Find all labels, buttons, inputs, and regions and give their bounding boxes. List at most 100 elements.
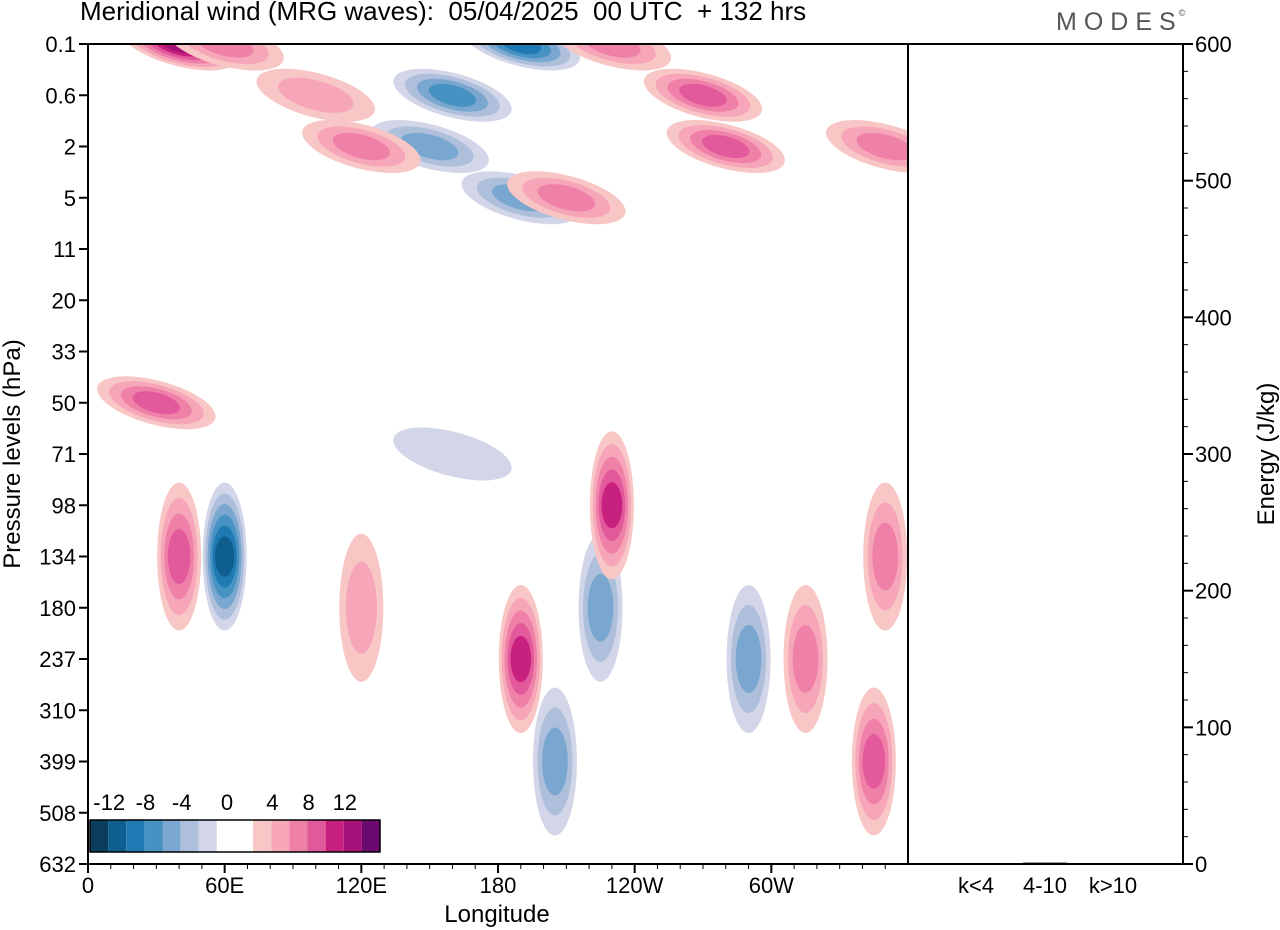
colorbar-swatch [271, 820, 290, 852]
energy-tick-label: 600 [1195, 32, 1232, 57]
wind-anomaly-blob [589, 431, 634, 580]
y-tick-label: 0.1 [45, 32, 76, 57]
y-tick-label: 71 [52, 442, 76, 467]
y-tick-label: 5 [64, 186, 76, 211]
energy-category-label: 4-10 [1023, 873, 1067, 898]
contour-level [702, 134, 750, 159]
contour-level [345, 561, 377, 654]
modes-logo: MODES© [1056, 8, 1186, 36]
energy-tick-label: 100 [1195, 715, 1232, 740]
energy-tick-label: 0 [1195, 852, 1207, 877]
wind-anomaly-blob [393, 427, 512, 481]
y-tick-label: 11 [53, 237, 76, 262]
x-tick-label: 120W [606, 873, 664, 898]
colorbar-swatch [235, 820, 254, 852]
x-axis: 0 60E 120E 180 120W 60W [82, 864, 886, 898]
wind-anomaly-blob [256, 68, 375, 122]
x-tick-label: 0 [82, 873, 94, 898]
wind-anomaly-blob [339, 533, 384, 682]
y-tick-label: 50 [52, 391, 76, 416]
wind-anomaly-blob [851, 687, 896, 836]
wind-anomaly-blob [202, 482, 247, 631]
x-tick-label: 60W [749, 873, 794, 898]
energy-axis-title: Energy (J/kg) [1253, 383, 1280, 526]
contour-level [601, 482, 623, 529]
wind-field [97, 44, 908, 836]
colorbar-swatch [162, 820, 181, 852]
wind-anomaly-blob [666, 120, 785, 173]
wind-anomaly-blob [578, 533, 623, 682]
wind-anomaly-blob [507, 171, 626, 225]
contour-level [679, 83, 727, 107]
energy-bar [1023, 862, 1067, 864]
y-tick-label: 237 [39, 647, 76, 672]
y-tick-label: 310 [39, 698, 76, 723]
y-tick-label: 399 [39, 750, 76, 775]
energy-tick-label: 200 [1195, 579, 1232, 604]
energy-tick-label: 300 [1195, 442, 1232, 467]
contour-level [542, 727, 568, 796]
contour-level [167, 529, 191, 584]
x-axis-title: Longitude [444, 901, 549, 928]
contour-level [500, 44, 542, 55]
y-axis-title: Pressure levels (hPa) [0, 339, 26, 568]
colorbar-label: 0 [221, 790, 233, 815]
y-tick-label: 508 [39, 801, 76, 826]
energy-bar [954, 863, 998, 864]
y-tick-label: 134 [39, 545, 76, 570]
wind-anomaly-blob [157, 482, 202, 631]
colorbar-swatch [144, 820, 163, 852]
contour-level [587, 573, 614, 642]
energy-tick-label: 500 [1195, 169, 1232, 194]
contour-level [214, 536, 235, 577]
colorbar-swatch [180, 820, 199, 852]
y-axis: 0.1 0.6 2 5 11 20 33 50 71 98 134 180 237 310 399 508 63… [39, 32, 88, 877]
y-tick-label: 2 [64, 135, 76, 160]
contour-level [510, 635, 532, 683]
colorbar-swatch [90, 820, 109, 852]
wind-anomaly-blob [643, 68, 763, 122]
contour-level [277, 77, 354, 113]
wind-anomaly-blob [826, 120, 908, 173]
x-tick-label: 120E [336, 873, 387, 898]
contour-level [332, 132, 391, 161]
colorbar-swatch [343, 820, 362, 852]
y-tick-label: 632 [39, 852, 76, 877]
contour-level [195, 44, 254, 58]
colorbar-swatch [108, 820, 127, 852]
y-tick-label: 180 [39, 596, 76, 621]
colorbar-swatch [361, 820, 380, 852]
wind-anomaly-blob [165, 44, 284, 71]
y-tick-label: 20 [52, 288, 76, 313]
energy-category-label: k>10 [1089, 873, 1137, 898]
colorbar-swatch [216, 820, 235, 852]
energy-bar [1091, 863, 1135, 864]
y-tick-label: 98 [52, 493, 76, 518]
chart-title: Meridional wind (MRG waves): 05/04/2025 … [80, 0, 807, 26]
energy-category-label: k<4 [958, 873, 994, 898]
colorbar-swatch [307, 820, 326, 852]
energy-bars: k<4 4-10 k>10 [954, 862, 1137, 898]
colorbar-label: 4 [266, 790, 278, 815]
contour-level [735, 625, 762, 693]
y-tick-label: 33 [52, 340, 76, 365]
colorbar-swatch [325, 820, 344, 852]
x-tick-label: 60E [205, 873, 244, 898]
colorbar-label: -4 [172, 790, 192, 815]
wind-anomaly-blob [783, 585, 828, 733]
colorbar: -12 -8 -4 0 4 8 12 [89, 790, 381, 853]
wind-anomaly-blob [97, 376, 216, 430]
wind-anomaly-blob [302, 120, 421, 173]
energy-axis: 0 100 200 300 400 500 600 [1183, 32, 1232, 877]
contour-level [537, 184, 596, 212]
wind-anomaly-blob [532, 687, 577, 836]
wind-anomaly-blob [863, 482, 908, 631]
colorbar-swatch [289, 820, 308, 852]
colorbar-swatch [198, 820, 217, 852]
y-tick-label: 0.6 [45, 83, 76, 108]
x-tick-label: 180 [480, 873, 517, 898]
contour-level [872, 522, 899, 591]
colorbar-label: 8 [302, 790, 314, 815]
colorbar-label: 12 [333, 790, 357, 815]
